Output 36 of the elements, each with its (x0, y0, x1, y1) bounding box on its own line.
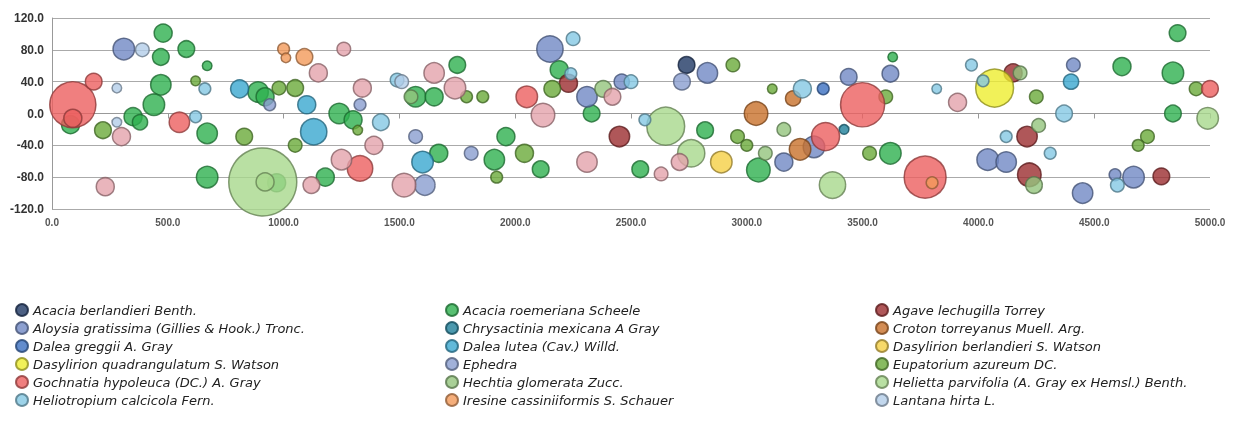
legend-label: Heliotropium calcicola Fern. (33, 392, 215, 408)
y-tick-label: 120.0 (13, 11, 45, 25)
x-tick-label: 2500.0 (615, 216, 647, 228)
legend-label: Dalea greggii A. Gray (33, 338, 173, 354)
y-tick-label: -120.0 (9, 202, 45, 216)
x-tick-label: 3500.0 (847, 216, 879, 228)
x-tick-label: 1500.0 (384, 216, 416, 228)
legend-label: Eupatorium azureum DC. (893, 356, 1058, 372)
legend-label: Dasylirion berlandieri S. Watson (893, 338, 1101, 354)
y-tick-label: 40.0 (20, 74, 45, 89)
y-tick-label: -40.0 (16, 138, 45, 153)
x-tick-label: 500.0 (155, 216, 181, 228)
legend-label: Dasylirion quadrangulatum S. Watson (33, 356, 280, 372)
legend-label: Iresine cassiniiformis S. Schauer (463, 392, 676, 408)
x-tick-label: 3000.0 (731, 216, 763, 228)
legend-label: Agave lechugilla Torrey (892, 302, 1046, 318)
x-tick-label: 0.0 (45, 216, 60, 228)
x-tick-label: 4500.0 (1078, 216, 1110, 228)
legend-label: Chrysactinia mexicana A Gray (463, 320, 660, 336)
legend-label: Dalea lutea (Cav.) Willd. (463, 338, 620, 354)
legend-label: Acacia roemeriana Scheele (462, 302, 641, 318)
legend-label: Gochnatia hypoleuca (DC.) A. Gray (33, 374, 261, 390)
y-tick-label: -80.0 (16, 170, 45, 185)
x-tick-label: 5000.0 (1194, 216, 1226, 228)
y-tick-label: 80.0 (20, 42, 45, 57)
legend-label: Helietta parvifolia (A. Gray ex Hemsl.) Benth. (893, 374, 1188, 390)
legend-label: Aloysia gratissima (Gillies & Hook.) Tronc. (32, 320, 305, 336)
legend-label: Acacia berlandieri Benth. (32, 302, 197, 318)
legend-label: Hechtia glomerata Zucc. (463, 374, 624, 390)
x-tick-label: 2000.0 (499, 216, 531, 228)
legend-label: Lantana hirta L. (893, 392, 996, 408)
y-tick-label: 0.0 (27, 106, 45, 121)
x-tick-label: 4000.0 (963, 216, 995, 228)
legend-label: Croton torreyanus Muell. Arg. (893, 320, 1086, 336)
legend-label: Ephedra (463, 356, 518, 372)
x-tick-label: 1000.0 (268, 216, 300, 228)
